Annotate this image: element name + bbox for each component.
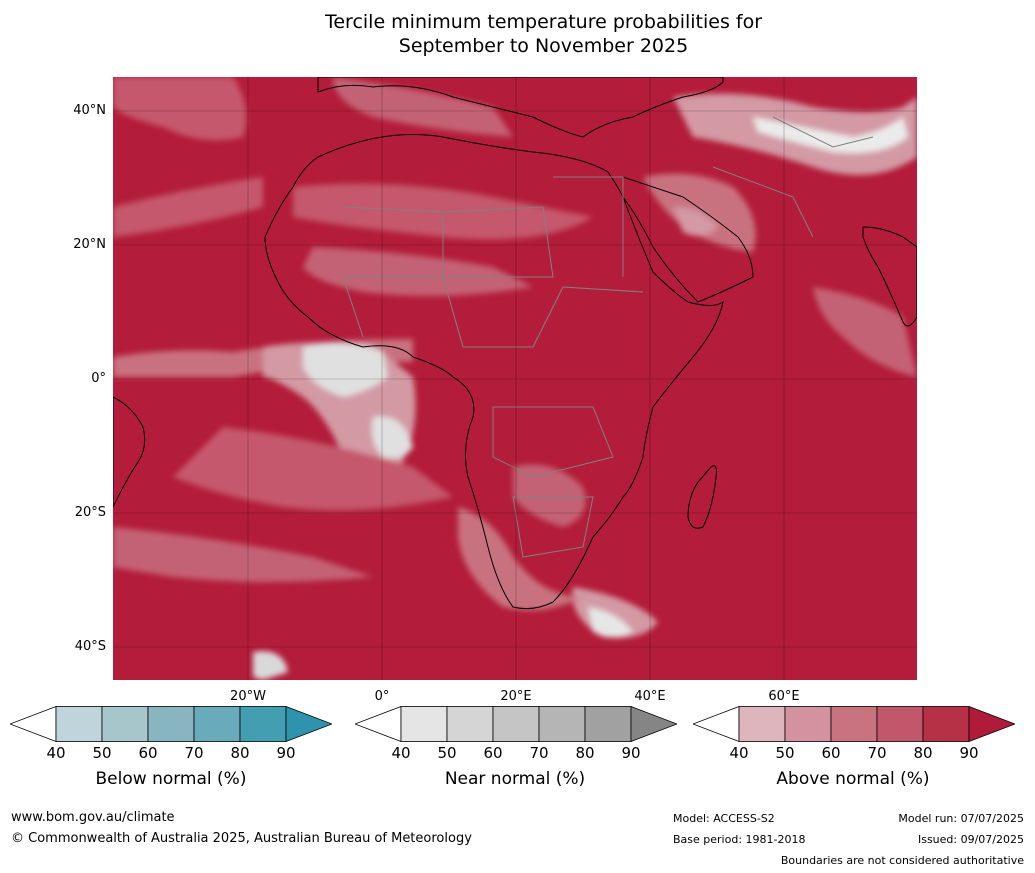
colorbar-svg: [693, 706, 1015, 742]
colorbar-segment: [784, 706, 832, 742]
colorbar-segment: [446, 706, 494, 742]
colorbar-near-normal: [355, 706, 677, 742]
colorbar-tick-label: 90: [621, 744, 641, 762]
colorbar-tick-label: 40: [391, 744, 411, 762]
colorbar-tick-label: 80: [575, 744, 595, 762]
colorbar-tick-label: 50: [437, 744, 457, 762]
colorbar-below-normal: [10, 706, 332, 742]
colorbar-min-extend: [10, 706, 57, 742]
colorbar-svg: [355, 706, 677, 742]
lon-label-20e: 20°E: [500, 689, 532, 704]
country-borders: [342, 116, 874, 558]
colorbar-min-extend: [355, 706, 402, 742]
colorbar-tick-label: 50: [775, 744, 795, 762]
colorbar-segment: [239, 706, 287, 742]
colorbar-segment: [400, 706, 448, 742]
lat-label-0: 0°: [91, 371, 106, 386]
issued-text: Issued: 09/07/2025: [917, 833, 1024, 846]
lat-label-40n: 40°N: [73, 103, 106, 118]
colorbar-segment: [147, 706, 195, 742]
probability-map: [113, 77, 917, 680]
lat-label-20s: 20°S: [74, 505, 106, 520]
colorbar-max-extend: [968, 706, 1015, 742]
colorbar-svg: [10, 706, 332, 742]
model-text: Model: ACCESS-S2: [673, 812, 775, 825]
title-line-2: September to November 2025: [398, 35, 689, 57]
lon-label-0: 0°: [374, 689, 390, 704]
colorbar-tick-label: 90: [959, 744, 979, 762]
colorbar-tick-label: 60: [483, 744, 503, 762]
africa-coastline: [264, 134, 724, 610]
lon-label-40e: 40°E: [634, 689, 666, 704]
colorbar-segment: [830, 706, 878, 742]
colorbar-tick-label: 70: [867, 744, 887, 762]
lat-label-20n: 20°N: [73, 237, 106, 252]
colorbar-tick-label: 70: [184, 744, 204, 762]
title-line-1: Tercile minimum temperature probabilitie…: [324, 11, 763, 33]
colorbar-title-near: Near normal (%): [444, 769, 586, 789]
colorbar-title-above: Above normal (%): [776, 769, 930, 789]
colorbar-max-extend: [630, 706, 677, 742]
colorbar-tick-label: 70: [529, 744, 549, 762]
colorbar-segment: [193, 706, 241, 742]
lon-label-20w: 20°W: [230, 689, 266, 704]
colorbar-segment: [101, 706, 149, 742]
disclaimer-text: Boundaries are not considered authoritat…: [780, 854, 1024, 867]
colorbar-segment: [538, 706, 586, 742]
colorbar-max-extend: [285, 706, 332, 742]
colorbar-tick-label: 80: [230, 744, 250, 762]
copyright-text: © Commonwealth of Australia 2025, Austra…: [11, 831, 472, 846]
colorbar-above-normal: [693, 706, 1015, 742]
colorbar-segment: [738, 706, 786, 742]
india-coastline: [862, 226, 917, 327]
colorbar-tick-label: 40: [46, 744, 66, 762]
model-run-text: Model run: 07/07/2025: [898, 812, 1024, 825]
base-period-text: Base period: 1981-2018: [673, 833, 806, 846]
colorbar-segment: [876, 706, 924, 742]
map-title: Tercile minimum temperature probabilitie…: [0, 10, 1035, 58]
europe-coastline: [317, 77, 724, 138]
colorbar-tick-label: 40: [729, 744, 749, 762]
lat-label-40s: 40°S: [74, 639, 106, 654]
colorbar-tick-label: 50: [92, 744, 112, 762]
website-link[interactable]: www.bom.gov.au/climate: [11, 810, 175, 825]
probability-patches: [113, 77, 917, 680]
colorbar-min-extend: [693, 706, 740, 742]
colorbar-tick-label: 90: [276, 744, 296, 762]
colorbar-segment: [55, 706, 103, 742]
colorbar-segment: [492, 706, 540, 742]
graticule: [113, 77, 917, 680]
colorbar-tick-label: 80: [913, 744, 933, 762]
colorbar-tick-label: 60: [821, 744, 841, 762]
arabia-coastline: [622, 176, 754, 303]
lon-label-60e: 60°E: [768, 689, 800, 704]
madagascar-coastline: [687, 465, 717, 529]
colorbar-title-below: Below normal (%): [95, 769, 247, 789]
colorbar-segment: [584, 706, 632, 742]
south-america-coastline: [113, 396, 146, 508]
colorbar-segment: [922, 706, 970, 742]
map-canvas: [113, 77, 917, 680]
colorbar-tick-label: 60: [138, 744, 158, 762]
